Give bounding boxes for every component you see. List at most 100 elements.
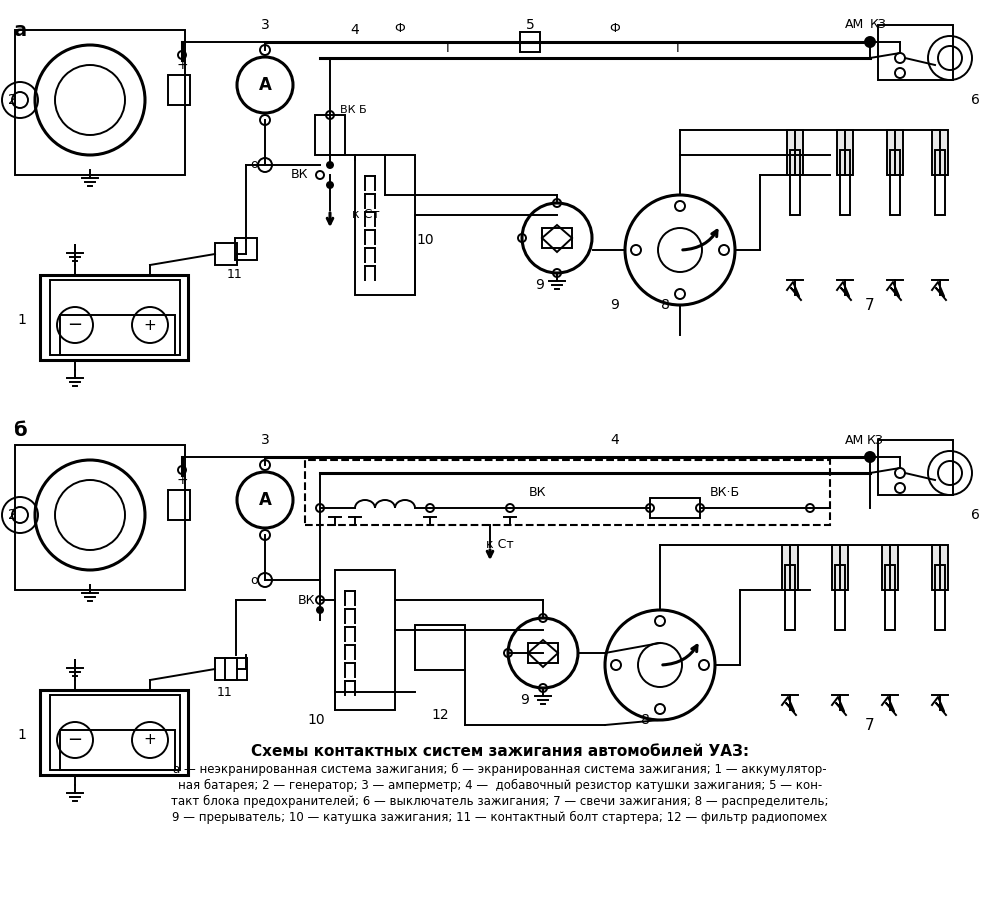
- Text: 3: 3: [261, 433, 269, 447]
- Text: АМ: АМ: [845, 434, 865, 446]
- Text: Схемы контактных систем зажигания автомобилей УАЗ:: Схемы контактных систем зажигания автомо…: [251, 745, 749, 759]
- Text: 6: 6: [971, 93, 979, 107]
- Bar: [60, 730, 175, 770]
- Bar: [832, 545, 848, 590]
- Bar: [840, 150, 850, 215]
- Bar: [890, 150, 900, 215]
- Text: Г: Г: [676, 42, 684, 54]
- Text: ВК Б: ВК Б: [340, 105, 367, 115]
- Bar: [15, 445, 185, 590]
- Text: 2: 2: [8, 93, 16, 107]
- Text: 9: 9: [521, 693, 529, 707]
- Text: Г: Г: [446, 42, 454, 54]
- Text: 7: 7: [865, 297, 875, 313]
- Text: 11: 11: [217, 687, 233, 699]
- Bar: [335, 570, 395, 710]
- Text: такт блока предохранителей; 6 — выключатель зажигания; 7 — свечи зажигания; 8 — : такт блока предохранителей; 6 — выключат…: [171, 795, 829, 807]
- Bar: [15, 30, 185, 175]
- Text: 5: 5: [526, 18, 534, 32]
- Bar: [932, 130, 948, 175]
- Text: 4: 4: [351, 23, 359, 37]
- Text: а — неэкранированная система зажигания; б — экранированная система зажигания; 1 : а — неэкранированная система зажигания; …: [173, 763, 827, 775]
- Text: ВК: ВК: [528, 486, 546, 500]
- Bar: [835, 565, 845, 630]
- Bar: [935, 150, 945, 215]
- Text: к Ст: к Ст: [352, 209, 380, 221]
- Text: 9: 9: [611, 298, 619, 312]
- Bar: [528, 643, 558, 663]
- Text: 10: 10: [416, 233, 434, 247]
- Text: Ф: Ф: [395, 22, 405, 34]
- Text: 1: 1: [18, 728, 26, 742]
- Bar: [50, 280, 180, 355]
- Circle shape: [865, 452, 875, 462]
- Text: 8: 8: [661, 298, 670, 312]
- Text: 1: 1: [18, 313, 26, 327]
- Text: −: −: [67, 731, 83, 749]
- Text: Ф: Ф: [610, 22, 620, 34]
- Bar: [542, 228, 572, 248]
- Bar: [305, 460, 830, 525]
- Text: −: −: [67, 316, 83, 334]
- Bar: [787, 130, 803, 175]
- Text: ная батарея; 2 — генератор; 3 — амперметр; 4 —  добавочный резистор катушки зажи: ная батарея; 2 — генератор; 3 — ампермет…: [178, 778, 822, 792]
- Text: о: о: [250, 159, 258, 171]
- Bar: [168, 75, 190, 105]
- Text: ВК: ВК: [298, 593, 315, 607]
- Text: +: +: [176, 58, 188, 72]
- Bar: [355, 155, 415, 295]
- Bar: [882, 545, 898, 590]
- Text: к Ст: к Ст: [486, 539, 514, 551]
- Text: 4: 4: [611, 433, 619, 447]
- Bar: [235, 238, 257, 260]
- Bar: [225, 658, 247, 680]
- Circle shape: [865, 37, 875, 47]
- Bar: [40, 275, 188, 360]
- Bar: [932, 545, 948, 590]
- Text: +: +: [176, 473, 188, 487]
- Bar: [837, 130, 853, 175]
- Bar: [887, 130, 903, 175]
- Text: б: б: [13, 421, 27, 440]
- Text: 11: 11: [227, 268, 243, 281]
- Text: ВК·Б: ВК·Б: [710, 486, 740, 500]
- Text: 3: 3: [261, 18, 269, 32]
- Bar: [878, 440, 953, 495]
- Bar: [315, 115, 345, 155]
- Text: 8: 8: [641, 713, 650, 727]
- Text: +: +: [144, 317, 156, 333]
- Text: 2: 2: [8, 508, 16, 522]
- Text: 7: 7: [865, 717, 875, 733]
- Bar: [785, 565, 795, 630]
- Bar: [40, 690, 188, 775]
- Bar: [650, 498, 700, 518]
- Text: 9: 9: [536, 278, 544, 292]
- Circle shape: [327, 162, 333, 168]
- Circle shape: [327, 182, 333, 188]
- Text: ВК: ВК: [290, 169, 308, 181]
- Text: АМ: АМ: [845, 18, 865, 32]
- Text: 6: 6: [971, 508, 979, 522]
- Bar: [885, 565, 895, 630]
- Bar: [215, 243, 237, 265]
- Bar: [878, 25, 953, 80]
- Bar: [215, 658, 237, 680]
- Text: КЗ: КЗ: [867, 434, 883, 446]
- Text: +: +: [144, 733, 156, 747]
- Bar: [50, 695, 180, 770]
- Bar: [168, 490, 190, 520]
- Bar: [415, 625, 465, 670]
- Text: а: а: [13, 21, 27, 40]
- Circle shape: [317, 607, 323, 613]
- Bar: [790, 150, 800, 215]
- Bar: [782, 545, 798, 590]
- Text: 9 — прерыватель; 10 — катушка зажигания; 11 — контактный болт стартера; 12 — фил: 9 — прерыватель; 10 — катушка зажигания;…: [172, 811, 828, 824]
- Text: о: о: [250, 573, 258, 587]
- Text: A: A: [259, 76, 271, 94]
- Text: 10: 10: [307, 713, 325, 727]
- Bar: [60, 315, 175, 355]
- Text: 12: 12: [431, 708, 449, 722]
- Bar: [520, 32, 540, 52]
- Text: A: A: [259, 491, 271, 509]
- Text: КЗ: КЗ: [870, 18, 886, 32]
